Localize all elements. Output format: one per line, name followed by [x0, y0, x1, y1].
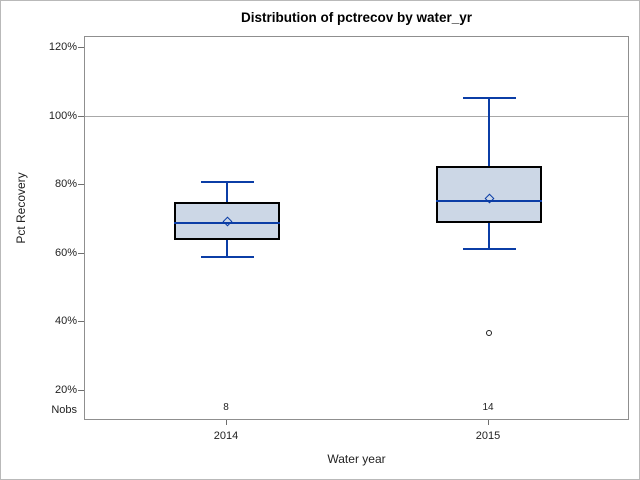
y-tick-mark	[78, 389, 84, 391]
whisker-cap-lower	[462, 247, 516, 250]
x-tick-mark	[225, 420, 227, 425]
whisker-upper	[488, 97, 490, 167]
nobs-value: 8	[223, 402, 229, 413]
x-axis-label: Water year	[327, 452, 386, 466]
whisker-cap-upper	[200, 180, 254, 183]
whisker-upper	[226, 181, 229, 203]
median-line	[174, 221, 281, 224]
whisker-cap-upper	[462, 96, 516, 99]
y-tick-mark	[78, 321, 84, 323]
whisker-lower	[488, 222, 490, 249]
plot-area	[84, 36, 629, 420]
outlier-marker	[486, 329, 492, 336]
nobs-value: 14	[482, 402, 494, 413]
y-tick-label: 40%	[54, 315, 77, 328]
y-tick-label: 120%	[48, 40, 77, 53]
median-line	[436, 199, 542, 202]
y-tick-label: 60%	[54, 246, 77, 259]
y-tick-label: 80%	[54, 178, 77, 191]
y-tick-label: 100%	[48, 109, 77, 122]
whisker-cap-lower	[200, 256, 254, 259]
nobs-row-label: Nobs	[51, 404, 77, 416]
y-tick-mark	[78, 115, 84, 117]
box-iqr	[436, 166, 542, 223]
y-tick-mark	[78, 46, 84, 48]
x-category-label: 2015	[475, 430, 501, 442]
y-tick-mark	[78, 252, 84, 254]
x-tick-mark	[487, 420, 489, 425]
y-tick-mark	[78, 184, 84, 186]
y-tick-label: 20%	[54, 383, 77, 396]
reference-line	[85, 116, 628, 118]
box-iqr	[174, 202, 281, 240]
chart-title: Distribution of pctrecov by water_yr	[240, 10, 473, 25]
whisker-lower	[226, 239, 229, 258]
x-category-label: 2014	[213, 430, 239, 442]
